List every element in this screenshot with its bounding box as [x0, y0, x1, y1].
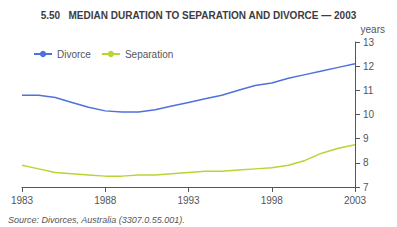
- svg-text:11: 11: [363, 85, 374, 96]
- svg-text:13: 13: [363, 37, 375, 48]
- svg-text:Source: Divorces, Australia (3: Source: Divorces, Australia (3307.0.55.0…: [8, 215, 185, 225]
- svg-text:Separation: Separation: [125, 49, 173, 60]
- svg-text:5.50 MEDIAN DURATION TO SEPA: 5.50 MEDIAN DURATION TO SEPARATION AND D…: [41, 10, 357, 21]
- svg-text:1993: 1993: [177, 195, 200, 206]
- svg-text:10: 10: [363, 109, 375, 120]
- svg-text:1983: 1983: [11, 195, 34, 206]
- svg-text:9: 9: [363, 133, 369, 144]
- svg-text:12: 12: [363, 61, 375, 72]
- svg-text:years: years: [361, 24, 385, 35]
- svg-text:Divorce: Divorce: [57, 49, 91, 60]
- svg-text:1998: 1998: [261, 195, 284, 206]
- svg-text:2003: 2003: [344, 195, 367, 206]
- svg-text:8: 8: [363, 157, 369, 168]
- svg-text:7: 7: [363, 182, 369, 193]
- svg-text:1988: 1988: [94, 195, 117, 206]
